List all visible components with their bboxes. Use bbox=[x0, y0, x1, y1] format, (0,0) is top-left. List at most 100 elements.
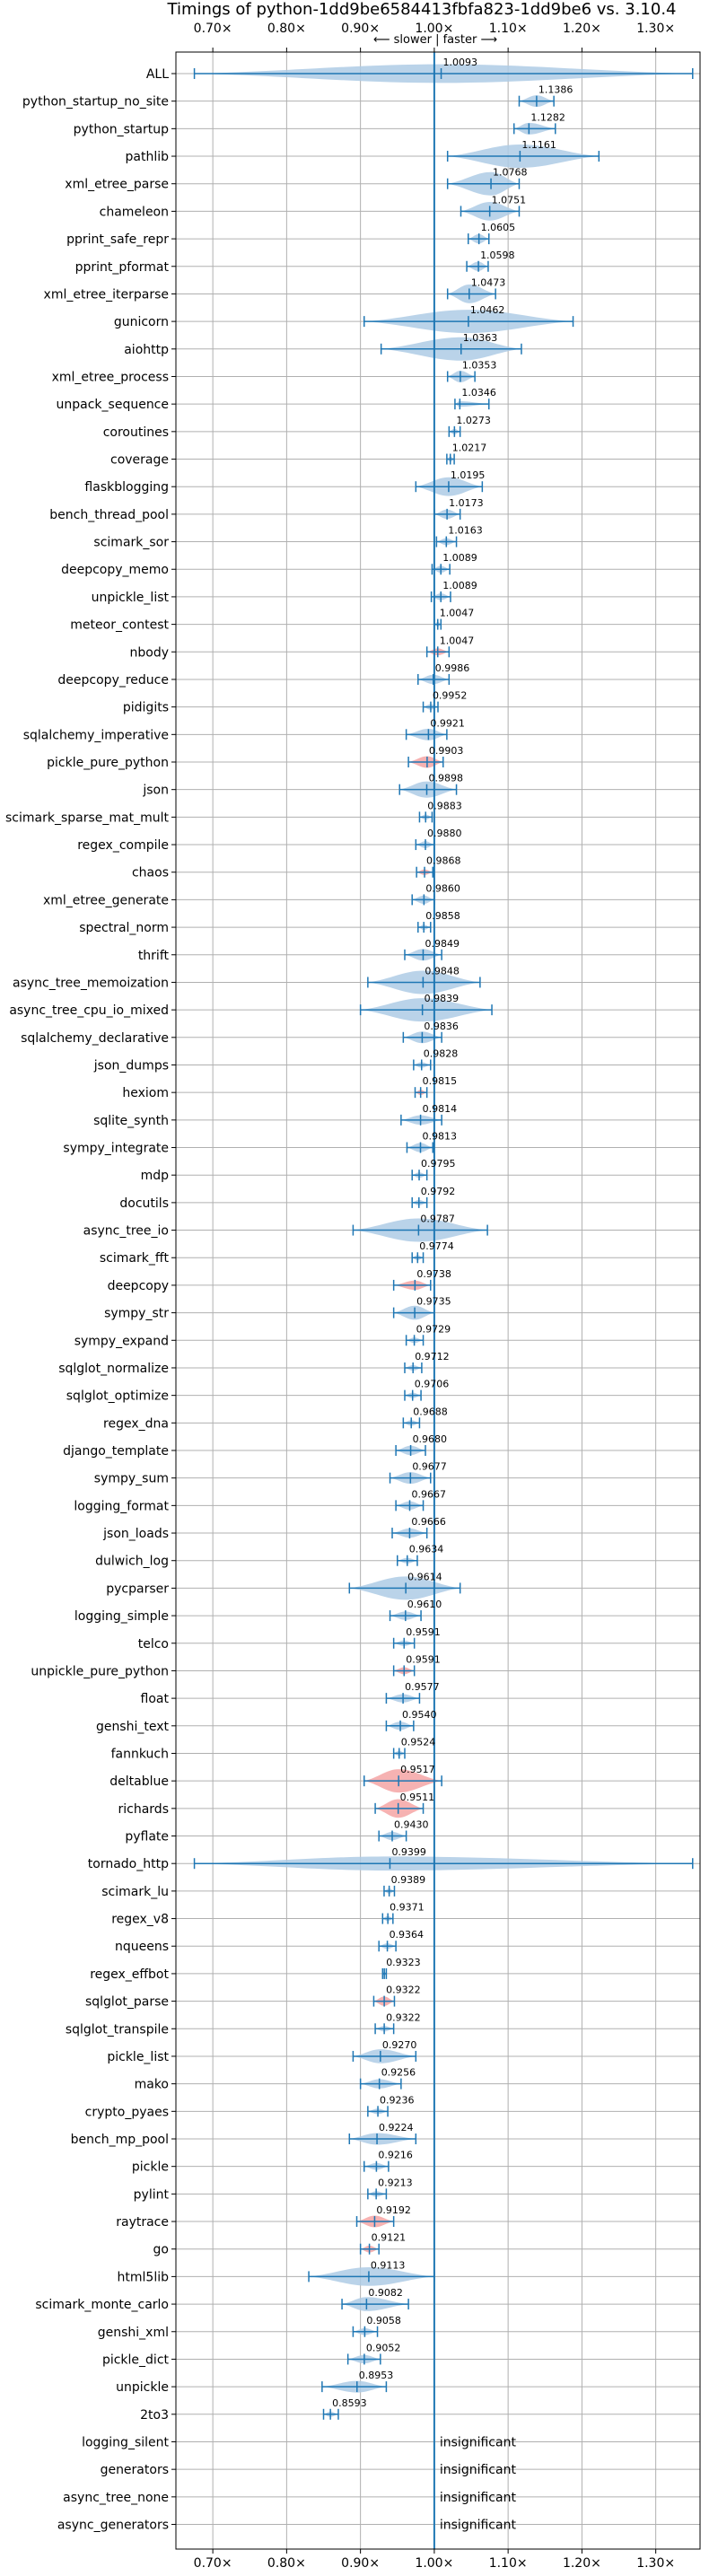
benchmark-label: bench_mp_pool bbox=[71, 2133, 169, 2147]
benchmark-labels: ALL python_startup_no_site python_startupp… bbox=[5, 67, 176, 2533]
value-label: 0.9792 bbox=[421, 1186, 456, 1197]
benchmark-label: aiohttp bbox=[124, 343, 169, 357]
benchmark-label: unpickle_pure_python bbox=[31, 1664, 169, 1678]
value-label: 0.9880 bbox=[427, 828, 462, 839]
value-label: 0.9836 bbox=[424, 1021, 459, 1032]
benchmark-label: unpack_sequence bbox=[57, 398, 169, 412]
value-label: 1.0273 bbox=[456, 415, 491, 426]
value-label: 1.0047 bbox=[440, 608, 475, 619]
benchmark-label: xml_etree_process bbox=[52, 370, 169, 384]
benchmark-label: sqlglot_transpile bbox=[66, 2022, 169, 2037]
tick-label-bottom: 0.80× bbox=[267, 2556, 306, 2571]
benchmark-label: chaos bbox=[132, 866, 169, 881]
benchmark-label: crypto_pyaes bbox=[85, 2105, 169, 2119]
benchmark-label: pickle bbox=[132, 2160, 169, 2175]
value-label: 1.0353 bbox=[462, 359, 497, 371]
value-label: 0.9828 bbox=[424, 1047, 459, 1059]
value-label: 0.9323 bbox=[386, 1957, 421, 1968]
benchmark-label: xml_etree_parse bbox=[65, 178, 169, 192]
benchmark-label: 2to3 bbox=[140, 2408, 169, 2423]
value-label: 0.9270 bbox=[382, 2039, 417, 2051]
benchmark-label: python_startup bbox=[74, 122, 169, 136]
benchmark-label: ALL bbox=[146, 67, 169, 82]
value-label: 1.0173 bbox=[449, 497, 484, 509]
insignificant-label: insignificant bbox=[440, 2491, 517, 2505]
value-labels: 1.0093 1.1386 1.1282 1.1161 1.0768 1.0751 1.06… bbox=[332, 57, 573, 2533]
value-label: 1.0768 bbox=[493, 167, 528, 179]
value-label: 0.8593 bbox=[332, 2397, 367, 2409]
benchmark-label: json_loads bbox=[102, 1527, 169, 1541]
value-label: 0.9517 bbox=[400, 1764, 435, 1775]
benchmark-label: generators bbox=[101, 2463, 169, 2477]
benchmark-label: sympy_sum bbox=[94, 1472, 169, 1486]
value-label: 0.9591 bbox=[406, 1653, 441, 1665]
value-label: 1.0089 bbox=[442, 552, 477, 564]
benchmark-label: html5lib bbox=[118, 2270, 170, 2284]
benchmark-label: tornado_http bbox=[88, 1857, 169, 1871]
value-label: 1.0751 bbox=[492, 194, 527, 206]
value-label: 1.0462 bbox=[470, 304, 505, 316]
value-label: 0.9666 bbox=[411, 1516, 446, 1528]
benchmark-label: logging_simple bbox=[74, 1609, 169, 1624]
value-label: 0.9667 bbox=[411, 1488, 446, 1500]
tick-label-top: 0.70× bbox=[194, 22, 232, 36]
value-label: 0.9729 bbox=[416, 1323, 451, 1335]
benchmark-label: sqlalchemy_imperative bbox=[23, 728, 169, 742]
benchmark-label: pprint_pformat bbox=[75, 260, 170, 275]
benchmark-label: go bbox=[153, 2243, 169, 2257]
benchmark-label: scimark_sor bbox=[93, 536, 169, 550]
value-label: 0.9216 bbox=[378, 2150, 413, 2161]
value-label: 1.0605 bbox=[481, 222, 516, 233]
value-label: 0.9058 bbox=[366, 2315, 401, 2326]
benchmark-label: coverage bbox=[110, 453, 169, 468]
benchmark-label: sqlglot_normalize bbox=[58, 1362, 169, 1376]
benchmark-label: sqlalchemy_declarative bbox=[21, 1031, 169, 1046]
benchmark-label: sympy_integrate bbox=[63, 1142, 169, 1156]
value-label: 0.9898 bbox=[428, 773, 462, 784]
benchmark-label: pickle_list bbox=[107, 2050, 169, 2064]
value-label: 1.0217 bbox=[452, 442, 487, 454]
value-label: 0.9774 bbox=[419, 1240, 454, 1252]
value-label: 0.9921 bbox=[430, 717, 465, 729]
value-label: 0.9815 bbox=[423, 1075, 458, 1087]
value-label: 0.9511 bbox=[400, 1792, 435, 1803]
benchmark-label: pickle_dict bbox=[102, 2353, 170, 2367]
value-label: 0.9903 bbox=[429, 745, 463, 757]
benchmark-label: coroutines bbox=[103, 425, 169, 440]
value-label: 0.9192 bbox=[376, 2204, 411, 2216]
benchmark-label: logging_silent bbox=[82, 2435, 169, 2449]
tick-label-bottom: 0.70× bbox=[194, 2556, 232, 2571]
benchmark-label: async_tree_none bbox=[63, 2491, 169, 2505]
insignificant-label: insignificant bbox=[440, 2519, 517, 2533]
value-label: 1.0047 bbox=[440, 635, 475, 646]
benchmark-label: xml_etree_generate bbox=[43, 893, 169, 907]
benchmark-label: sqlglot_parse bbox=[85, 1995, 169, 2010]
benchmark-label: async_tree_memoization bbox=[13, 976, 169, 990]
tick-label-top: 1.30× bbox=[636, 22, 675, 36]
benchmark-label: hexiom bbox=[122, 1086, 169, 1100]
value-label: 0.9389 bbox=[391, 1874, 426, 1886]
value-label: 0.9868 bbox=[426, 855, 461, 867]
benchmark-label: pickle_pure_python bbox=[47, 756, 169, 770]
value-label: 0.9839 bbox=[425, 993, 460, 1004]
value-label: 0.9052 bbox=[366, 2342, 401, 2353]
benchmark-label: sqlglot_optimize bbox=[66, 1389, 169, 1404]
benchmark-label: async_generators bbox=[57, 2519, 169, 2533]
value-label: 0.9677 bbox=[412, 1461, 447, 1473]
value-label: 1.0473 bbox=[471, 276, 506, 288]
value-label: 0.9952 bbox=[433, 690, 468, 702]
value-label: 0.9848 bbox=[425, 965, 460, 977]
benchmark-label: sympy_str bbox=[104, 1307, 169, 1321]
value-label: 0.9986 bbox=[435, 662, 470, 674]
value-label: 0.9322 bbox=[386, 2011, 421, 2023]
tick-label-top: 1.00× bbox=[415, 22, 453, 36]
value-label: 1.0346 bbox=[461, 387, 496, 399]
benchmark-label: spectral_norm bbox=[79, 921, 169, 935]
benchmark-label: json_dumps bbox=[93, 1058, 169, 1073]
value-label: 0.9738 bbox=[416, 1268, 451, 1280]
benchmark-label: sympy_expand bbox=[74, 1334, 169, 1348]
value-label: 0.9813 bbox=[423, 1131, 458, 1143]
direction-label: ⟵ slower | faster ⟶ bbox=[373, 33, 497, 47]
insignificant-label: insignificant bbox=[440, 2435, 517, 2449]
plot-frame bbox=[175, 51, 701, 2550]
